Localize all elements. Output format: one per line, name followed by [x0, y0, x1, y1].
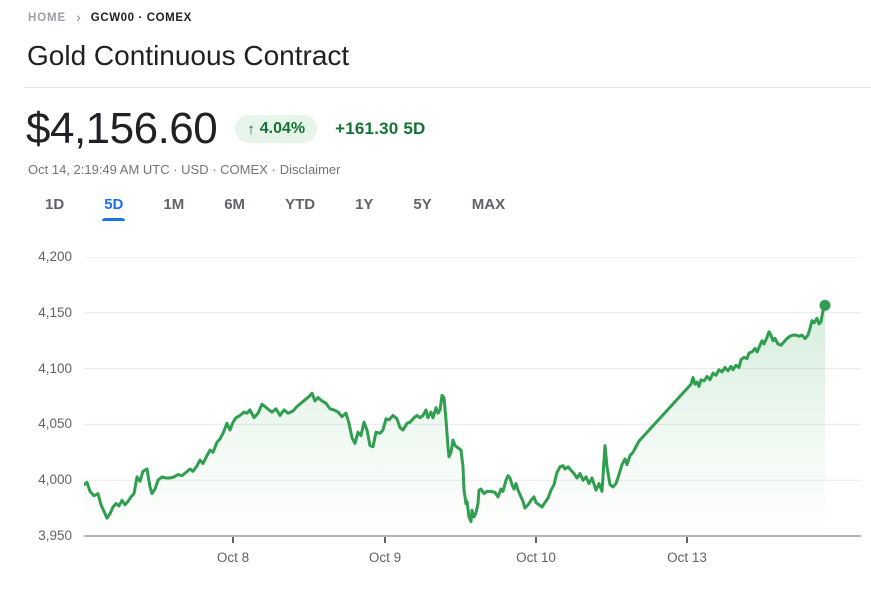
x-axis-label: Oct 13 — [667, 550, 707, 565]
x-axis-label: Oct 9 — [368, 550, 402, 565]
tab-max[interactable]: MAX — [472, 196, 505, 221]
breadcrumb-home-link[interactable]: HOME — [28, 12, 67, 24]
percent-change-badge: ↑ 4.04% — [235, 115, 318, 143]
quote-price-row: $4,156.60 ↑ 4.04% +161.30 5D — [26, 104, 426, 154]
current-price: $4,156.60 — [26, 104, 218, 153]
y-axis-label: 3,950 — [38, 528, 72, 543]
price-chart[interactable]: 4,200 4,150 4,100 4,050 4,000 3,950 Oct … — [0, 230, 871, 591]
area-fill — [84, 305, 825, 536]
last-price-dot — [819, 299, 831, 311]
quote-timestamp: Oct 14, 2:19:49 AM UTC · USD · COMEX · — [28, 162, 276, 177]
y-axis-label: 4,000 — [38, 472, 72, 487]
price-line — [84, 303, 827, 523]
tab-5y[interactable]: 5Y — [413, 196, 431, 221]
chart-canvas[interactable] — [84, 257, 861, 549]
page-title: Gold Continuous Contract — [27, 40, 350, 71]
disclaimer-link[interactable]: Disclaimer — [279, 162, 341, 177]
tab-6m[interactable]: 6M — [224, 196, 245, 221]
y-axis-label: 4,200 — [38, 249, 72, 264]
percent-change-value: 4.04% — [259, 120, 306, 137]
y-axis-label: 4,050 — [38, 416, 72, 431]
up-arrow-icon: ↑ — [247, 120, 255, 138]
tab-1d[interactable]: 1D — [45, 196, 64, 221]
breadcrumb: HOME › GCW00 · COMEX — [28, 9, 192, 25]
breadcrumb-current-symbol: GCW00 · COMEX — [90, 12, 192, 24]
y-axis-label: 4,150 — [38, 305, 72, 320]
x-axis-label: Oct 10 — [516, 550, 556, 565]
y-axis-label: 4,100 — [38, 361, 72, 376]
tab-1m[interactable]: 1M — [163, 196, 184, 221]
header-divider — [24, 87, 871, 88]
time-range-tabs: 1D 5D 1M 6M YTD 1Y 5Y MAX — [45, 196, 505, 221]
x-axis-label: Oct 8 — [216, 550, 250, 565]
tab-ytd[interactable]: YTD — [285, 196, 315, 221]
tab-5d[interactable]: 5D — [102, 196, 126, 221]
tab-1y[interactable]: 1Y — [355, 196, 373, 221]
quote-meta-line: Oct 14, 2:19:49 AM UTC · USD · COMEX · D… — [28, 162, 340, 177]
absolute-change: +161.30 5D — [335, 119, 426, 138]
chevron-right-icon: › — [76, 9, 81, 25]
